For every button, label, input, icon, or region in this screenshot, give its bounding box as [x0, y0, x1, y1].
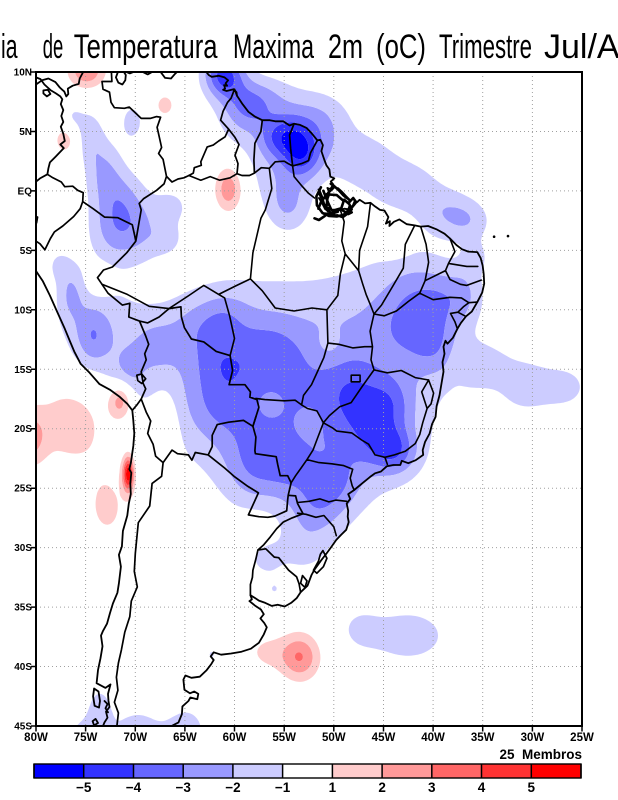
svg-text:40W: 40W: [421, 732, 445, 744]
svg-text:45W: 45W: [372, 732, 396, 744]
svg-text:−3: −3: [175, 780, 191, 795]
svg-text:3: 3: [428, 780, 436, 795]
svg-text:10S: 10S: [14, 305, 32, 316]
svg-text:25W: 25W: [570, 732, 594, 744]
svg-text:EQ: EQ: [18, 186, 33, 197]
svg-text:60W: 60W: [223, 732, 247, 744]
svg-text:20S: 20S: [14, 424, 32, 435]
svg-text:−2: −2: [225, 780, 240, 795]
svg-text:4: 4: [478, 780, 486, 795]
svg-text:15S: 15S: [14, 365, 32, 376]
svg-text:25 Membros: 25 Membros: [499, 747, 582, 762]
svg-text:55W: 55W: [272, 732, 296, 744]
svg-text:5S: 5S: [20, 246, 33, 257]
svg-text:35S: 35S: [14, 603, 32, 614]
svg-text:65W: 65W: [173, 732, 197, 744]
svg-text:2: 2: [378, 780, 386, 795]
svg-text:2m: 2m: [328, 28, 363, 66]
svg-text:Jul/Ago: Jul/Ago: [544, 28, 618, 66]
svg-text:5N: 5N: [19, 127, 32, 138]
svg-text:Temperatura: Temperatura: [74, 28, 218, 66]
svg-text:−5: −5: [76, 780, 92, 795]
svg-text:30W: 30W: [521, 732, 545, 744]
svg-text:Maxima: Maxima: [233, 28, 314, 66]
svg-text:de: de: [43, 28, 64, 66]
svg-text:75W: 75W: [74, 732, 98, 744]
svg-text:−4: −4: [126, 780, 142, 795]
svg-text:50W: 50W: [322, 732, 346, 744]
svg-text:1: 1: [329, 780, 337, 795]
svg-text:5: 5: [528, 780, 536, 795]
svg-text:70W: 70W: [123, 732, 147, 744]
svg-text:ia: ia: [1, 28, 18, 66]
svg-text:25S: 25S: [14, 484, 32, 495]
svg-text:Trimestre: Trimestre: [439, 28, 532, 66]
svg-text:30S: 30S: [14, 543, 32, 554]
svg-text:40S: 40S: [14, 662, 32, 673]
svg-text:80W: 80W: [24, 732, 48, 744]
svg-text:35W: 35W: [471, 732, 495, 744]
svg-text:10N: 10N: [14, 68, 32, 79]
svg-text:45S: 45S: [14, 722, 32, 733]
svg-text:(oC): (oC): [376, 28, 426, 66]
svg-text:−1: −1: [275, 780, 291, 795]
